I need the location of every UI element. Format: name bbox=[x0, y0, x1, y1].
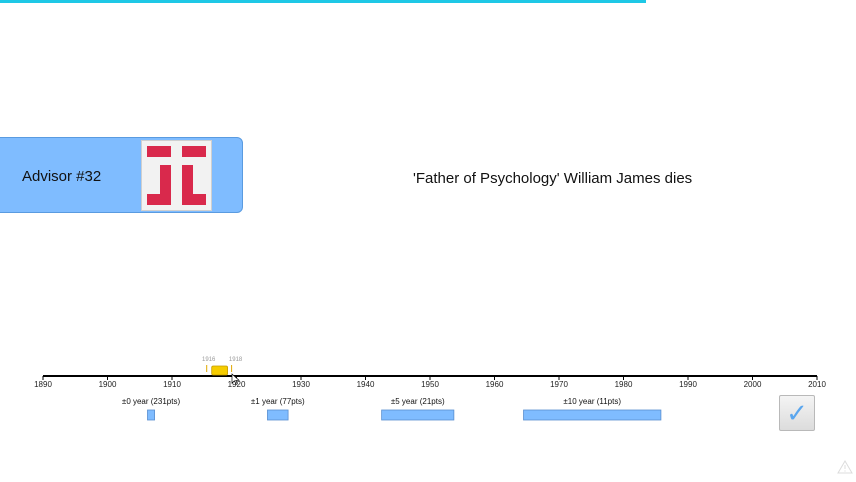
advisor-card: Advisor #32 bbox=[0, 137, 243, 213]
guess-high-label: 1918 bbox=[229, 357, 243, 363]
timeline-tick-label: 1970 bbox=[550, 380, 568, 389]
score-band-label: ±1 year (77pts) bbox=[251, 397, 305, 406]
red-glyph-logo-icon bbox=[147, 146, 206, 205]
mouse-cursor-icon bbox=[231, 373, 240, 385]
score-band bbox=[381, 409, 455, 421]
score-band-label: ±5 year (21pts) bbox=[391, 397, 445, 406]
timeline-tick-label: 1960 bbox=[486, 380, 504, 389]
advisor-avatar bbox=[141, 140, 212, 211]
timeline[interactable]: 1890 1900 1910 1920 1930 1940 1950 1960 1970 1980… bbox=[0, 340, 856, 450]
timeline-svg[interactable]: 1890 1900 1910 1920 1930 1940 1950 1960 1970 1980… bbox=[0, 340, 856, 450]
checkmark-icon: ✓ bbox=[786, 397, 808, 428]
advisor-name: Advisor #32 bbox=[22, 168, 102, 185]
timeline-tick-label: 1940 bbox=[357, 380, 375, 389]
warning-icon bbox=[837, 460, 853, 474]
guess-marker[interactable] bbox=[211, 365, 228, 376]
guess-low-label: 1916 bbox=[202, 357, 216, 363]
event-description: 'Father of Psychology' William James die… bbox=[413, 170, 693, 187]
progress-bar bbox=[0, 0, 647, 3]
timeline-tick-label: 1950 bbox=[421, 380, 439, 389]
submit-guess-button[interactable]: ✓ bbox=[779, 395, 815, 431]
score-band bbox=[147, 409, 155, 421]
timeline-tick-label: 2010 bbox=[808, 380, 826, 389]
timeline-tick-label: 1910 bbox=[163, 380, 181, 389]
score-band bbox=[267, 409, 289, 421]
score-band-label: ±10 year (11pts) bbox=[563, 397, 621, 406]
timeline-tick-label: 1930 bbox=[292, 380, 310, 389]
timeline-tick-label: 1900 bbox=[99, 380, 117, 389]
timeline-tick-label: 1980 bbox=[615, 380, 633, 389]
timeline-tick-label: 1920 bbox=[228, 380, 246, 389]
timeline-tick-label: 1990 bbox=[679, 380, 697, 389]
score-band bbox=[523, 409, 662, 421]
score-band-label: ±0 year (231pts) bbox=[122, 397, 181, 406]
timeline-tick-label: 2000 bbox=[744, 380, 762, 389]
timeline-tick-label: 1890 bbox=[34, 380, 52, 389]
